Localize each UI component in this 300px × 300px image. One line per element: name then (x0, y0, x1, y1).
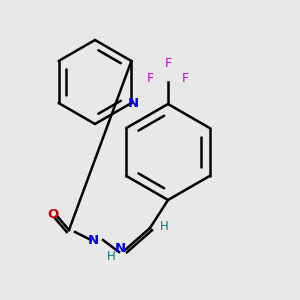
Text: H: H (160, 220, 169, 232)
Text: F: F (182, 71, 189, 85)
Text: F: F (147, 71, 154, 85)
Text: O: O (47, 208, 58, 220)
Text: N: N (87, 233, 99, 247)
Text: F: F (164, 57, 172, 70)
Text: N: N (128, 97, 139, 110)
Text: H: H (107, 250, 116, 263)
Text: N: N (114, 242, 126, 254)
